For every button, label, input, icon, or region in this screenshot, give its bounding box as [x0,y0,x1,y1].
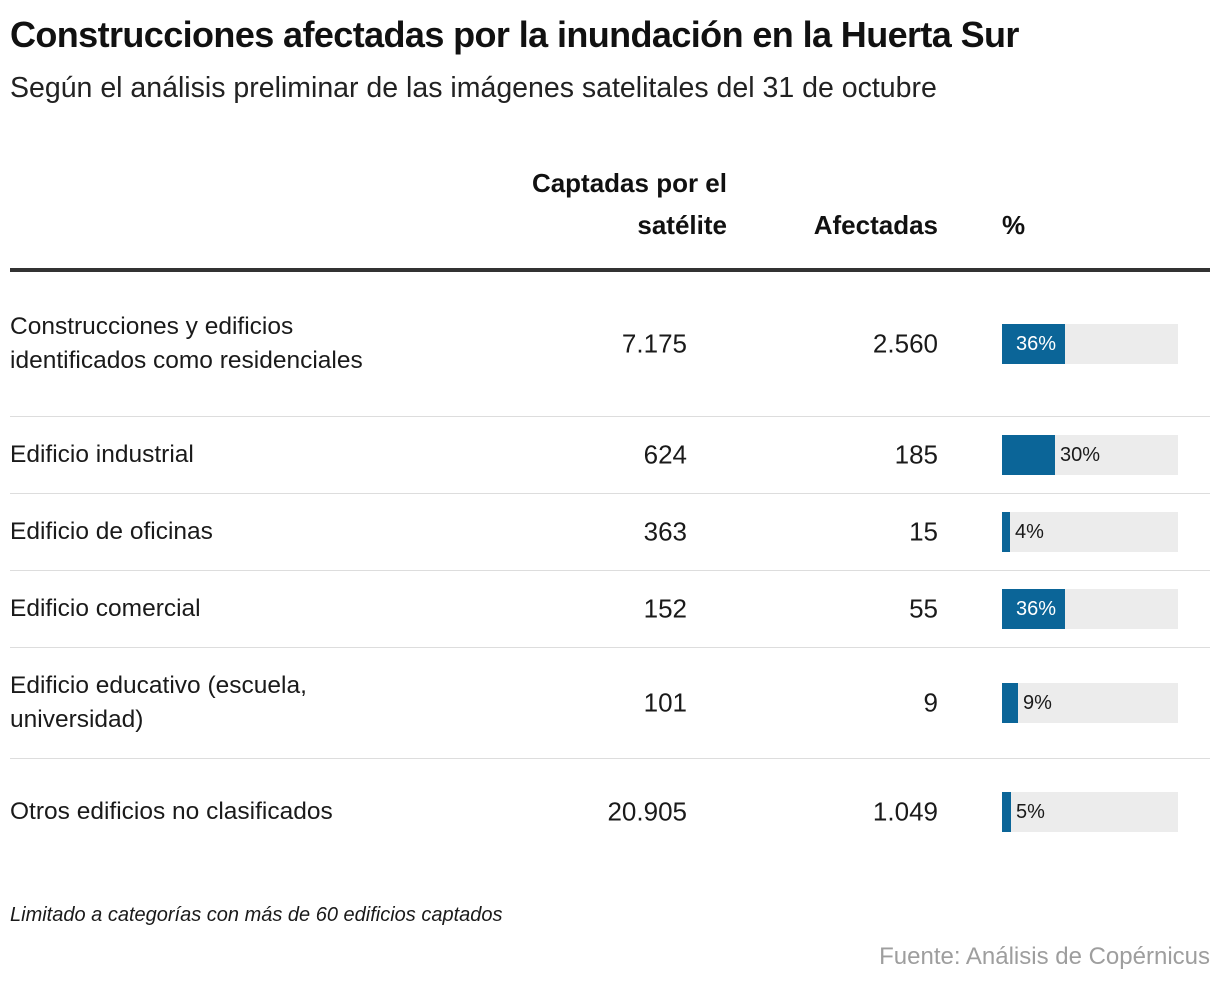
percent-bar-track: 36% [1002,324,1178,364]
percent-bar [1002,589,1065,629]
column-header-afectadas: Afectadas [813,210,938,240]
row-captadas-value: 152 [643,593,687,624]
row-category-label: Edificio educativo (escuela, universidad… [10,672,307,733]
percent-bar-track: 4% [1002,512,1178,552]
row-captadas-value: 363 [643,516,687,547]
footnote: Limitado a categorías con más de 60 edif… [10,904,503,926]
row-afectadas-value: 2.560 [872,328,938,359]
percent-bar-track: 9% [1002,683,1178,723]
row-afectadas-value: 15 [909,516,938,547]
table-row: Edificio industrial 624 185 30% [10,417,1210,494]
percent-bar-track: 30% [1002,435,1178,475]
source-credit: Fuente: Análisis de Copérnicus [879,943,1210,970]
row-category-label: Edificio industrial [10,441,194,468]
percent-bar [1002,792,1011,832]
table-row: Construcciones y edificios identificados… [10,272,1210,417]
row-captadas-value: 624 [643,439,687,470]
percent-bar [1002,683,1018,723]
percent-label: 5% [1016,801,1045,823]
column-header-percent: % [1002,210,1026,240]
row-category-label: Construcciones y edificios identificados… [10,313,363,374]
chart-subtitle: Según el análisis preliminar de las imág… [10,72,937,104]
row-captadas-value: 101 [643,687,687,718]
row-category-label: Edificio comercial [10,595,201,622]
data-table: Captadas por el satélite Afectadas % Con… [10,160,1210,865]
row-category-label: Edificio de oficinas [10,518,213,545]
table-row: Edificio educativo (escuela, universidad… [10,648,1210,759]
table-header: Captadas por el satélite Afectadas % [10,160,1210,272]
table-row: Edificio de oficinas 363 15 4% [10,494,1210,571]
row-captadas-value: 7.175 [621,328,687,359]
row-category-label: Otros edificios no clasificados [10,798,333,825]
chart-title: Construcciones afectadas por la inundaci… [10,14,1019,55]
row-afectadas-value: 55 [909,593,938,624]
percent-label: 9% [1023,692,1052,714]
percent-bar-track: 5% [1002,792,1178,832]
percent-bar-track: 36% [1002,589,1178,629]
percent-bar [1002,512,1010,552]
row-afectadas-value: 1.049 [872,796,938,827]
column-header-captadas: Captadas por el satélite [531,168,727,240]
percent-label: 36% [1016,333,1057,355]
row-afectadas-value: 9 [923,687,938,718]
row-captadas-value: 20.905 [607,796,687,827]
table-row: Otros edificios no clasificados 20.905 1.0… [10,759,1210,865]
table-body: Construcciones y edificios identificados… [10,272,1210,865]
percent-label: 4% [1015,521,1044,543]
percent-label: 36% [1016,598,1057,620]
percent-bar [1002,324,1065,364]
table-row: Edificio comercial 152 55 36% [10,571,1210,648]
row-afectadas-value: 185 [894,439,938,470]
percent-label: 30% [1060,444,1101,466]
percent-bar [1002,435,1055,475]
